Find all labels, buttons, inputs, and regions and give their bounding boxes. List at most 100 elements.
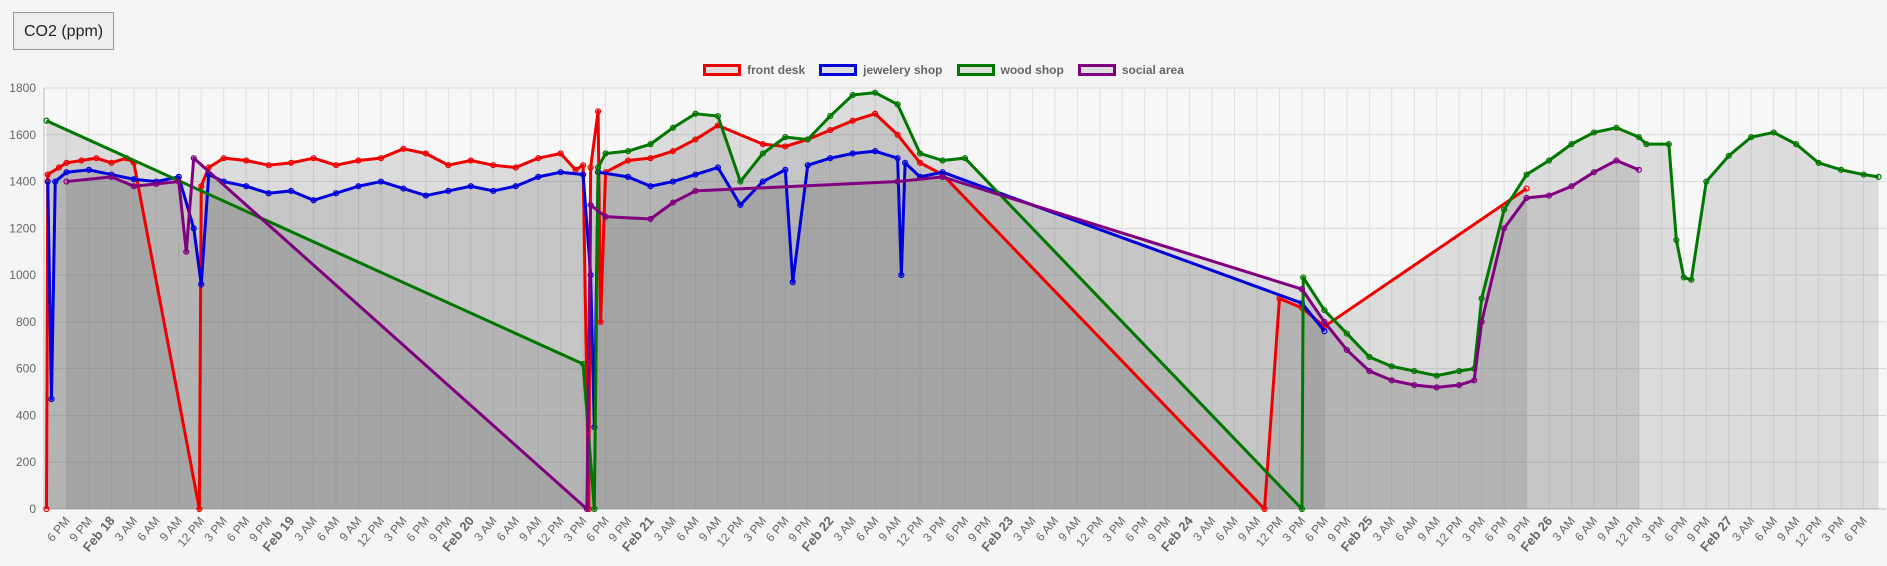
x-tick-label: 6 AM — [1033, 514, 1061, 544]
x-tick-label: 6 PM — [44, 514, 73, 544]
legend-item-jewelery-shop[interactable]: jewelery shop — [819, 63, 943, 77]
data-point — [898, 272, 905, 279]
data-point — [400, 145, 407, 152]
data-point — [467, 183, 474, 190]
x-tick-label: 3 PM — [920, 514, 949, 544]
data-point — [916, 150, 924, 157]
data-point — [1471, 377, 1478, 384]
data-point — [332, 162, 340, 169]
data-point — [1456, 367, 1463, 375]
x-tick-label: 6 AM — [673, 514, 701, 544]
series-fill-wood-shop — [46, 92, 1879, 509]
legend-item-front-desk[interactable]: front desk — [703, 63, 805, 77]
data-point — [939, 173, 946, 180]
data-point — [714, 164, 722, 171]
x-tick-label: 6 AM — [1752, 514, 1780, 544]
data-point — [490, 187, 497, 195]
x-tick-label: 3 AM — [1549, 514, 1577, 544]
data-point — [669, 178, 677, 185]
data-point — [220, 155, 227, 162]
data-point — [1321, 328, 1328, 335]
series-line-jewelery-shop — [46, 149, 1326, 429]
y-axis: 0 200 400 600 800 1000 1200 1400 1600 1800 — [9, 81, 36, 516]
data-point — [332, 190, 340, 197]
x-tick-label: 3 PM — [381, 514, 410, 544]
data-point — [1815, 159, 1822, 166]
series-fill-front-desk — [46, 111, 1527, 509]
data-point — [692, 136, 699, 143]
x-tick-label: 3 AM — [292, 514, 320, 544]
data-point — [130, 176, 137, 183]
data-point — [1456, 381, 1463, 389]
data-point — [1837, 166, 1845, 173]
data-point — [130, 183, 137, 190]
x-tick-label: 3 AM — [1190, 514, 1218, 544]
data-point — [591, 505, 598, 513]
data-point — [647, 155, 654, 162]
series-line-front-desk — [44, 109, 1528, 511]
x-tick-label: 6 AM — [1213, 514, 1241, 544]
data-point — [1725, 152, 1732, 159]
series-lines — [43, 89, 1882, 513]
data-point — [48, 395, 55, 403]
data-point — [310, 197, 317, 204]
legend-item-wood-shop[interactable]: wood shop — [956, 63, 1064, 77]
data-point — [44, 178, 51, 185]
data-point — [108, 159, 115, 166]
data-point — [467, 157, 474, 164]
x-tick-label: 6 AM — [314, 514, 342, 544]
data-point — [961, 155, 969, 162]
data-point — [939, 157, 946, 164]
data-point — [602, 150, 609, 157]
data-point — [872, 148, 879, 155]
data-point — [759, 178, 766, 185]
data-point — [782, 166, 789, 173]
data-point — [580, 360, 587, 368]
data-point — [669, 148, 677, 155]
data-point — [1590, 129, 1598, 136]
data-point — [63, 178, 70, 185]
data-point — [400, 185, 407, 192]
data-point — [647, 141, 654, 148]
series-fills — [46, 92, 1879, 509]
data-point — [1688, 276, 1695, 283]
series-line-wood-shop — [45, 91, 1879, 511]
data-point — [1411, 367, 1418, 375]
y-tick-label: 0 — [29, 502, 36, 516]
data-point — [1343, 330, 1350, 337]
data-point — [872, 110, 879, 117]
data-point — [804, 136, 811, 143]
x-tick-label: 3 PM — [1639, 514, 1668, 544]
data-point — [1523, 194, 1530, 202]
data-point — [737, 201, 744, 209]
legend-item-social-area[interactable]: social area — [1077, 63, 1184, 77]
data-point — [63, 169, 70, 176]
data-point — [1411, 381, 1418, 389]
data-point — [52, 178, 59, 185]
data-point — [624, 173, 632, 180]
data-point — [1748, 134, 1755, 141]
data-point — [43, 505, 50, 513]
x-tick-label: 3 AM — [651, 514, 679, 544]
legend-swatch — [819, 64, 858, 76]
data-point — [583, 505, 590, 513]
y-tick-label: 1400 — [9, 175, 36, 189]
data-point — [108, 173, 115, 180]
data-point — [1298, 505, 1306, 513]
x-tick-label: 6 PM — [583, 514, 612, 544]
data-point — [1321, 318, 1328, 325]
legend-label: wood shop — [1000, 63, 1064, 77]
legend-swatch — [1077, 64, 1116, 76]
data-point — [594, 164, 602, 171]
data-point — [916, 159, 924, 166]
metric-selector-button[interactable]: CO2 (ppm) — [13, 12, 115, 50]
x-tick-label: 6 PM — [1302, 514, 1331, 544]
data-point — [580, 171, 587, 178]
data-point — [198, 281, 205, 288]
data-point — [692, 110, 699, 117]
x-tick-label: 6 AM — [134, 514, 162, 544]
data-point — [849, 117, 856, 124]
data-point — [1321, 307, 1328, 314]
data-point — [849, 91, 856, 99]
